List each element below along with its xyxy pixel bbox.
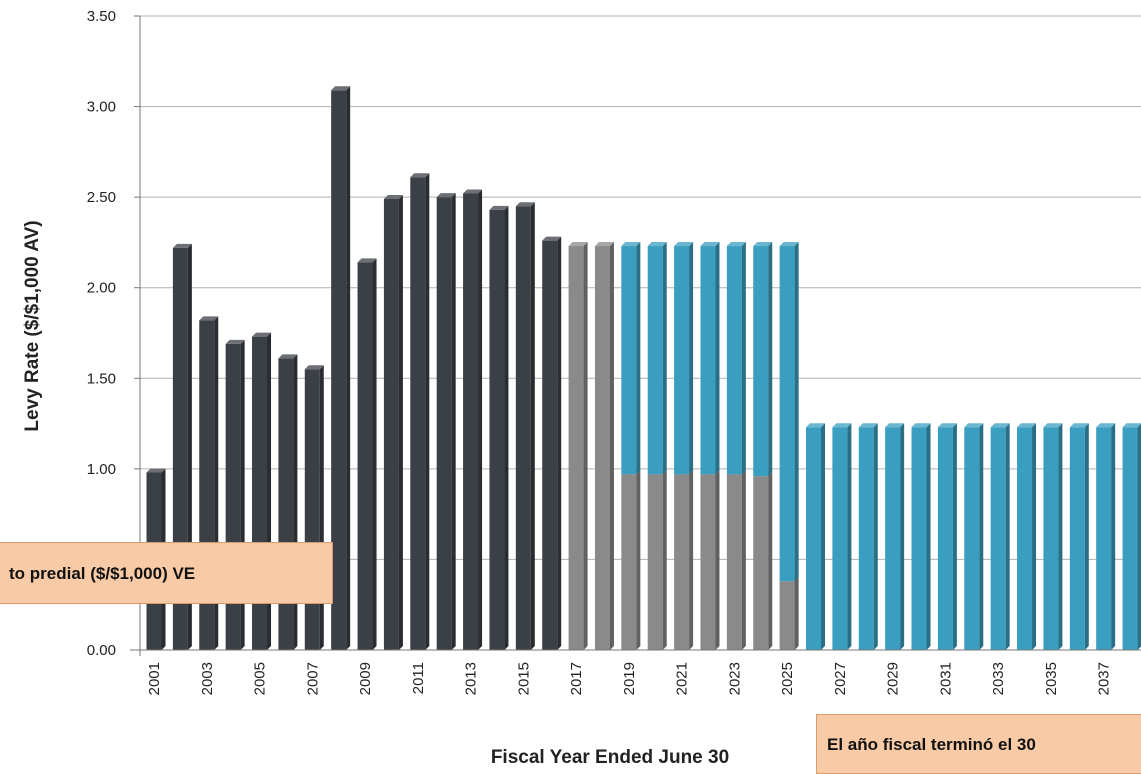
bar-2025-segment-2 — [780, 242, 799, 581]
bar-2018-segment-1 — [595, 242, 614, 650]
x-tick-label: 2021 — [674, 662, 691, 695]
bar-2021-segment-2 — [674, 242, 693, 474]
x-tick-label: 2035 — [1043, 662, 1060, 695]
bar-2031-segment-2 — [938, 423, 957, 650]
x-tick-label: 2023 — [726, 662, 743, 695]
bar-2019-segment-1 — [621, 470, 640, 650]
annotation-left: to predial ($/$1,000) VE — [0, 542, 333, 604]
bar-2035-segment-2 — [1043, 423, 1062, 650]
x-tick-label: 2001 — [146, 662, 163, 695]
x-tick-label: 2025 — [779, 662, 796, 695]
y-tick-label: 2.00 — [87, 280, 116, 297]
bar-2024-segment-1 — [753, 472, 772, 650]
bar-2012-segment-0 — [437, 193, 456, 650]
x-tick-label: 2019 — [621, 662, 638, 695]
x-tick-label: 2031 — [937, 662, 954, 695]
x-tick-label: 2003 — [199, 662, 216, 695]
y-tick-label: 3.00 — [87, 99, 116, 116]
bar-2025-segment-1 — [780, 577, 799, 650]
x-tick-label: 2033 — [990, 662, 1007, 695]
x-axis-title: Fiscal Year Ended June 30 — [491, 747, 729, 768]
bar-2026-segment-2 — [806, 423, 825, 650]
bar-2021-segment-1 — [674, 470, 693, 650]
bar-2019-segment-2 — [621, 242, 640, 474]
bar-2020-segment-2 — [648, 242, 667, 474]
bar-2016-segment-0 — [542, 237, 561, 650]
bar-2013-segment-0 — [463, 190, 482, 650]
bar-2030-segment-2 — [912, 423, 931, 650]
bar-2022-segment-2 — [700, 242, 719, 474]
x-tick-label: 2009 — [357, 662, 374, 695]
bar-2034-segment-2 — [1017, 423, 1036, 650]
bar-2029-segment-2 — [885, 423, 904, 650]
y-tick-label: 1.50 — [87, 370, 116, 387]
bar-2010-segment-0 — [384, 195, 403, 650]
y-tick-label: 1.00 — [87, 461, 116, 478]
bar-2038-segment-2 — [1123, 423, 1141, 650]
y-tick-label: 2.50 — [87, 189, 116, 206]
bar-2027-segment-2 — [832, 423, 851, 650]
bar-2033-segment-2 — [991, 423, 1010, 650]
bar-2015-segment-0 — [516, 202, 535, 650]
bar-2008-segment-0 — [331, 86, 350, 650]
bar-2006-segment-0 — [278, 354, 297, 650]
x-tick-label: 2037 — [1096, 662, 1113, 695]
bar-2024-segment-2 — [753, 242, 772, 476]
x-axis-ticks: 2001 2003 2005 2007 2009 2011 2013 2015 2017 2019… — [146, 662, 1113, 695]
y-axis-title: Levy Rate ($/$1,000 AV) — [22, 220, 43, 431]
y-tick-label: 3.50 — [87, 8, 116, 25]
x-tick-label: 2017 — [568, 662, 585, 695]
x-tick-label: 2015 — [515, 662, 532, 695]
bar-2007-segment-0 — [305, 365, 324, 650]
y-tick-label: 0.00 — [87, 642, 116, 659]
bar-2028-segment-2 — [859, 423, 878, 650]
x-tick-label: 2029 — [885, 662, 902, 695]
bar-2020-segment-1 — [648, 470, 667, 650]
annotation-bottom: El año fiscal terminó el 30 — [816, 714, 1141, 774]
bar-2023-segment-2 — [727, 242, 746, 474]
bar-2037-segment-2 — [1096, 423, 1115, 650]
bar-2023-segment-1 — [727, 470, 746, 650]
bar-2017-segment-1 — [569, 242, 588, 650]
x-tick-label: 2007 — [304, 662, 321, 695]
bar-2014-segment-0 — [489, 206, 508, 650]
bar-2011-segment-0 — [410, 173, 429, 650]
bar-2036-segment-2 — [1070, 423, 1089, 650]
bar-2009-segment-0 — [358, 258, 377, 650]
x-tick-label: 2005 — [252, 662, 269, 695]
x-tick-label: 2011 — [410, 662, 427, 694]
x-tick-label: 2013 — [463, 662, 480, 695]
bar-2022-segment-1 — [700, 470, 719, 650]
x-tick-label: 2027 — [832, 662, 849, 695]
bar-2032-segment-2 — [964, 423, 983, 650]
